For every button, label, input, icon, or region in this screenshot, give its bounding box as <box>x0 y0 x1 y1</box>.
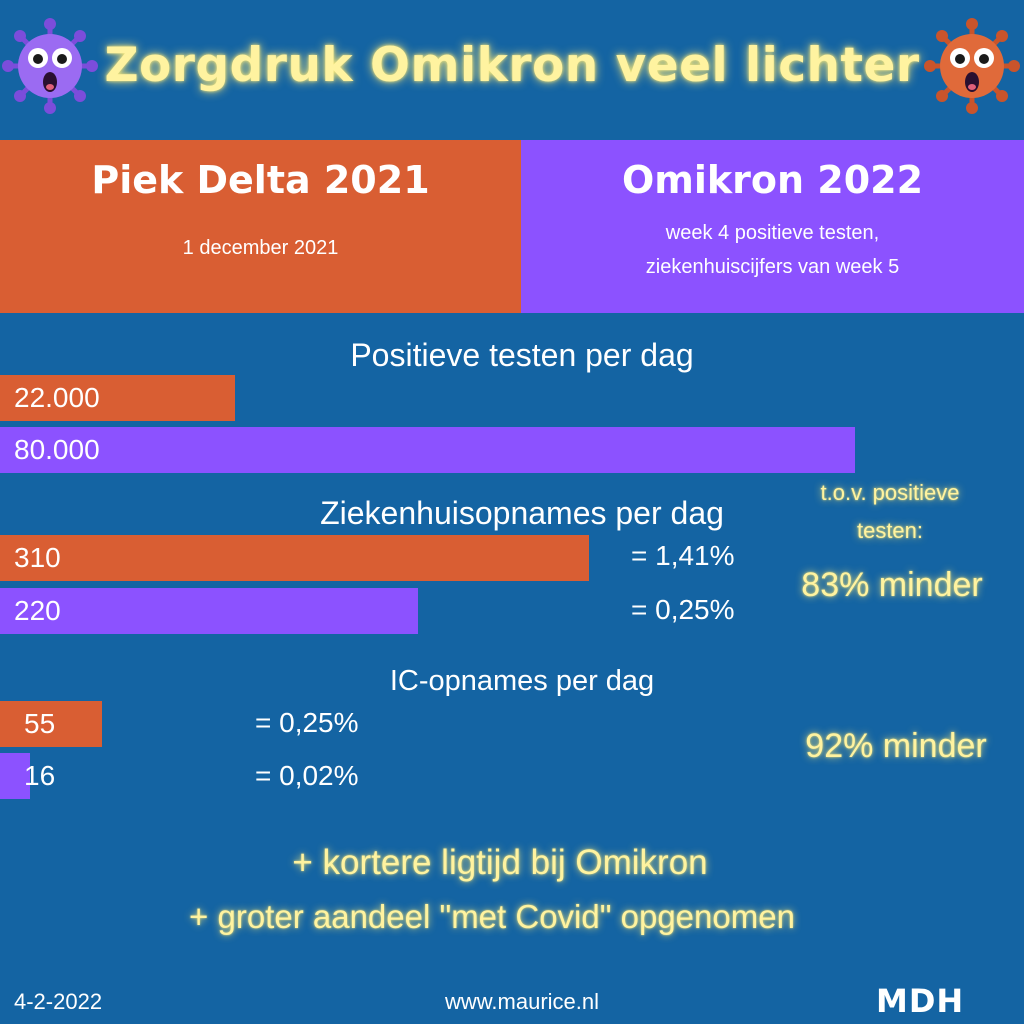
footer-date: 4-2-2022 <box>14 989 103 1014</box>
positive-tests-omikron-label: 80.000 <box>14 434 100 465</box>
mdh-logo: MDH <box>876 982 965 1020</box>
hospital-reduction-annotation: 83% minder <box>801 566 983 604</box>
ic-delta-label: 55 <box>24 708 56 739</box>
tov-annotation-line1: t.o.v. positieve <box>820 480 960 505</box>
delta-panel: Piek Delta 2021 1 december 2021 <box>0 140 521 313</box>
ic-omikron-bar: 16 <box>0 753 55 799</box>
hospital-delta-bar: 310 <box>0 535 589 581</box>
omikron-panel: Omikron 2022 week 4 positieve testen, zi… <box>521 140 1024 313</box>
positive-tests-delta-bar: 22.000 <box>0 375 235 421</box>
ic-delta-bar: 55 <box>0 701 102 747</box>
ic-reduction-annotation: 92% minder <box>805 727 987 765</box>
hospital-admissions-title: Ziekenhuisopnames per dag <box>320 495 724 531</box>
ic-admissions-title: IC-opnames per dag <box>389 665 655 697</box>
omikron-panel-subtitle-line2: ziekenhuiscijfers van week 5 <box>645 256 900 278</box>
hospital-omikron-bar: 220 <box>0 588 418 634</box>
ic-omikron-ratio: = 0,02% <box>255 760 359 791</box>
ic-delta-ratio: = 0,25% <box>255 707 359 738</box>
orange-virus-face-icon <box>924 18 1020 114</box>
hospital-omikron-ratio: = 0,25% <box>631 594 735 625</box>
purple-virus-face-icon <box>2 18 98 114</box>
tov-annotation-line2: testen: <box>856 518 924 543</box>
note-line-1: + kortere ligtijd bij Omikron <box>292 843 708 882</box>
positive-tests-title: Positieve testen per dag <box>350 337 694 373</box>
positive-tests-delta-label: 22.000 <box>14 382 100 413</box>
ic-omikron-label: 16 <box>24 760 56 791</box>
delta-panel-subtitle: 1 december 2021 <box>182 237 339 259</box>
hospital-delta-ratio: = 1,41% <box>631 540 735 571</box>
hospital-omikron-label: 220 <box>14 595 61 626</box>
omikron-panel-subtitle-line1: week 4 positieve testen, <box>665 222 880 244</box>
omikron-panel-title: Omikron 2022 <box>621 158 924 202</box>
positive-tests-omikron-bar: 80.000 <box>0 427 855 473</box>
hospital-delta-label: 310 <box>14 542 61 573</box>
footer-url: www.maurice.nl <box>444 989 600 1014</box>
note-line-2: + groter aandeel "met Covid" opgenomen <box>189 898 795 935</box>
page-title: Zorgdruk Omikron veel lichter <box>104 38 920 93</box>
delta-panel-title: Piek Delta 2021 <box>91 158 430 202</box>
